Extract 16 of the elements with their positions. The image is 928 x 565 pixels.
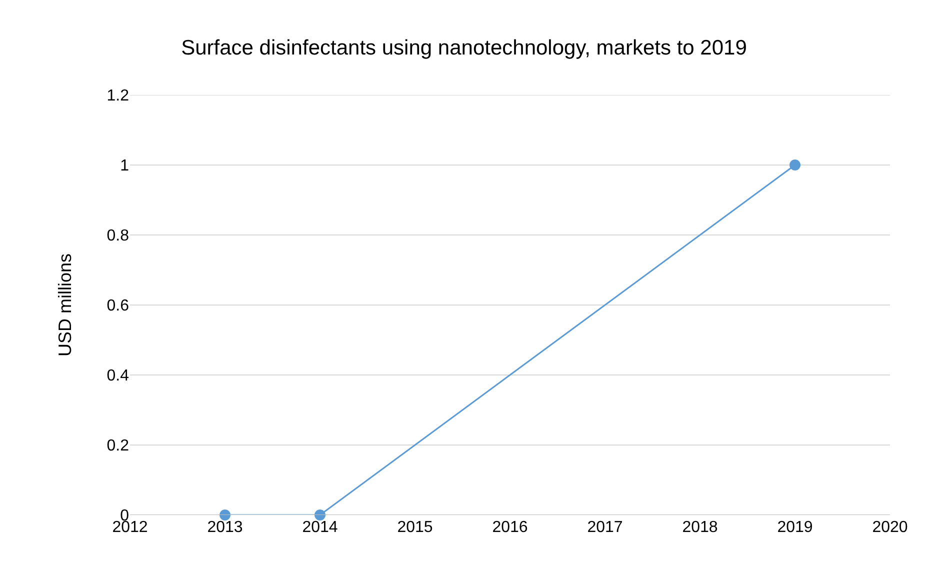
x-tick-label: 2014 xyxy=(302,519,338,536)
y-tick-label: 0.2 xyxy=(106,438,130,455)
y-tick-label: 0.8 xyxy=(106,228,130,245)
x-tick-label: 2015 xyxy=(397,519,433,536)
y-axis-title: USD millions xyxy=(54,253,75,357)
x-tick-label: 2018 xyxy=(682,519,718,536)
x-tick-label: 2017 xyxy=(587,519,623,536)
y-tick-label: 0.6 xyxy=(106,298,130,315)
chart-title: Surface disinfectants using nanotechnology, markets to 2019 xyxy=(181,36,747,60)
y-tick-label: 0.4 xyxy=(106,368,130,385)
x-tick-label: 2016 xyxy=(492,519,528,536)
x-tick-label: 2013 xyxy=(207,519,243,536)
y-tick-label: 1.2 xyxy=(106,88,130,105)
y-tick-label: 1 xyxy=(120,158,130,175)
x-tick-label: 2020 xyxy=(872,519,908,536)
x-tick-label: 2019 xyxy=(777,519,813,536)
